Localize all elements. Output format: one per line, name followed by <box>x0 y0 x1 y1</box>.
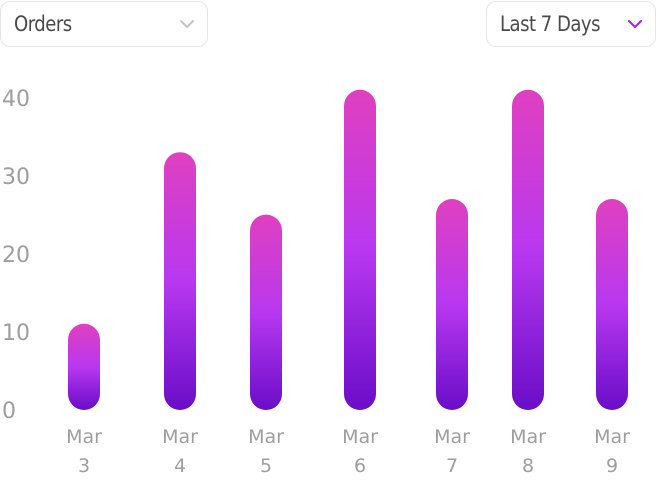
y-tick-label: 20 <box>2 243 30 268</box>
x-tick-month: Mar <box>594 426 630 448</box>
bar[interactable] <box>164 152 196 410</box>
x-tick-day: 7 <box>446 455 458 477</box>
x-tick-month: Mar <box>248 426 284 448</box>
y-tick-label: 30 <box>2 165 30 190</box>
bar[interactable] <box>512 89 544 411</box>
chevron-down-icon <box>628 20 642 28</box>
bar[interactable] <box>250 214 282 410</box>
bar[interactable] <box>344 89 376 411</box>
x-tick-day: 8 <box>522 455 534 477</box>
x-tick-month: Mar <box>510 426 546 448</box>
bars <box>68 89 628 411</box>
x-tick-month: Mar <box>434 426 470 448</box>
x-axis-labels: Mar 3 Mar 4 Mar 5 Mar 6 Mar 7 Mar 8 Mar 9 <box>66 426 630 477</box>
x-tick-day: 3 <box>78 455 90 477</box>
x-tick-month: Mar <box>66 426 102 448</box>
x-tick-day: 9 <box>606 455 618 477</box>
x-tick-month: Mar <box>342 426 378 448</box>
date-range-select-value: Last 7 Days <box>500 12 601 36</box>
x-tick-day: 5 <box>260 455 272 477</box>
y-tick-label: 40 <box>2 87 30 112</box>
bar[interactable] <box>596 199 628 410</box>
metric-select[interactable]: Orders <box>0 1 208 47</box>
y-axis-ticks: 0 10 20 30 40 <box>2 87 30 424</box>
bar[interactable] <box>436 199 468 410</box>
metric-select-value: Orders <box>14 12 72 36</box>
bar[interactable] <box>68 323 100 410</box>
chevron-down-icon <box>180 20 194 28</box>
y-tick-label: 10 <box>2 321 30 346</box>
x-tick-day: 6 <box>354 455 366 477</box>
x-tick-month: Mar <box>162 426 198 448</box>
date-range-select[interactable]: Last 7 Days <box>486 1 656 47</box>
y-tick-label: 0 <box>2 399 16 424</box>
x-tick-day: 4 <box>174 455 186 477</box>
